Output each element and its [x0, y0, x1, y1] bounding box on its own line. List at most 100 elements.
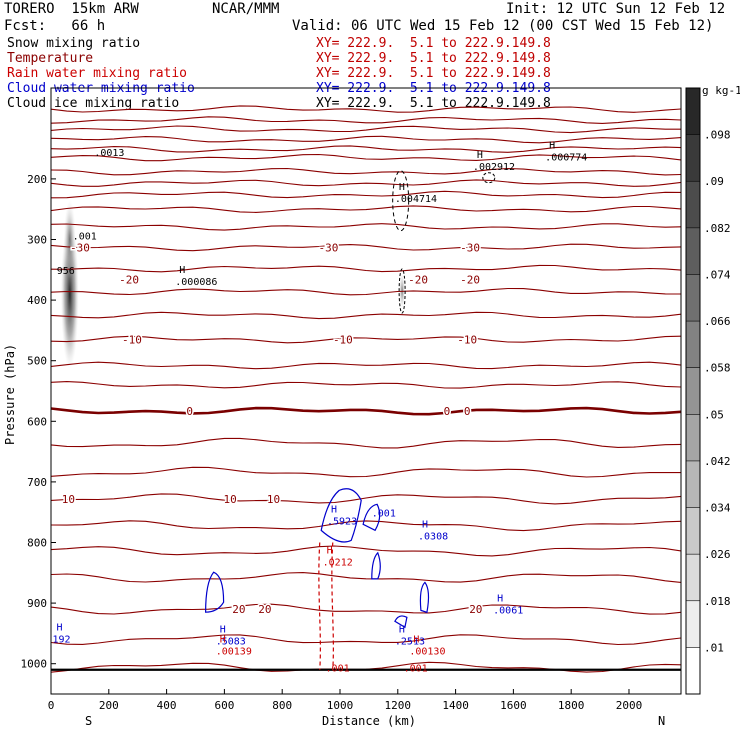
isotherm-line — [51, 603, 681, 615]
colorbar-label: .042 — [704, 455, 731, 468]
isotherm-label: -20 — [460, 273, 480, 286]
isotherm-label: 20 — [469, 603, 482, 616]
cloud-water-contour — [394, 615, 408, 629]
colorbar-label: .05 — [704, 408, 724, 421]
y-tick-label: 900 — [27, 597, 47, 610]
legend-cloud-ice: Cloud ice mixing ratio — [7, 96, 180, 111]
extremum-marker: H — [399, 182, 405, 193]
colorbar-frame — [685, 87, 701, 695]
isotherm-label: -30 — [318, 241, 338, 254]
extremum-marker: H — [331, 504, 337, 515]
extremum-value: .000086 — [175, 277, 217, 288]
y-tick-label: 200 — [27, 173, 47, 186]
isotherm-line — [51, 223, 681, 231]
legend-temperature-xy: XY= 222.9. 5.1 to 222.9.149.8 — [316, 51, 551, 66]
isotherm-line — [51, 116, 681, 124]
isotherm-line — [51, 105, 681, 113]
isotherm-line — [51, 135, 681, 144]
isotherm-line — [51, 153, 681, 162]
isotherm-label: -10 — [122, 333, 142, 346]
isotherm-line — [51, 205, 681, 213]
colorbar-label: .026 — [704, 548, 731, 561]
x-tick-label: 1600 — [500, 699, 527, 712]
isotherm-line — [51, 634, 681, 646]
extremum-value: 192 — [52, 634, 70, 645]
extremum-value: .0308 — [418, 531, 448, 542]
isotherm-label: -20 — [119, 273, 139, 286]
y-tick-label: 700 — [27, 476, 47, 489]
extremum-value: .5923 — [327, 516, 357, 527]
colorbar-swatch — [686, 321, 700, 368]
x-tick-label: 1000 — [327, 699, 354, 712]
colorbar-label: .09 — [704, 175, 724, 188]
isotherm-line — [51, 545, 681, 557]
cloud-water-contour — [371, 551, 381, 580]
isotherm-line — [51, 361, 681, 370]
colorbar-swatch — [686, 227, 700, 275]
extremum-value: .000774 — [545, 153, 587, 164]
colorbar-label: .01 — [704, 641, 724, 654]
extremum-value: .2513 — [395, 636, 425, 647]
y-tick-label: 400 — [27, 294, 47, 307]
colorbar-label: .074 — [704, 268, 731, 281]
isotherm-label: -20 — [408, 273, 428, 286]
x-tick-label: 1800 — [558, 699, 585, 712]
colorbar-swatch — [686, 181, 700, 228]
legend-rain: Rain water mixing ratio — [7, 66, 188, 81]
colorbar-swatch — [686, 134, 700, 182]
y-tick-label: 1000 — [21, 658, 48, 671]
extremum-marker: H — [399, 624, 405, 635]
legend-snow: Snow mixing ratio — [7, 36, 141, 51]
colorbar-label: .018 — [704, 595, 731, 608]
plot-frame — [50, 87, 682, 695]
cloud-ice-contour — [392, 170, 410, 232]
extremum-marker: H — [56, 622, 62, 633]
colorbar-label: .066 — [704, 315, 731, 328]
isotherm-line — [51, 493, 681, 505]
x-tick-label: 1400 — [442, 699, 469, 712]
colorbar-swatch — [686, 600, 700, 648]
isotherm-label: -30 — [70, 241, 90, 254]
cloud-water-contour — [205, 571, 225, 613]
extremum-marker: H — [179, 265, 185, 276]
extremum-marker: H — [477, 150, 483, 161]
cloud-ice-contour — [398, 268, 406, 314]
cloud-water-contour — [320, 488, 362, 543]
rain-contour — [318, 542, 321, 670]
colorbar-label: .098 — [704, 129, 731, 142]
forecast-hour: Fcst: 66 h — [4, 18, 106, 34]
x-tick-label: 1200 — [385, 699, 412, 712]
isotherm-label: -30 — [460, 241, 480, 254]
isotherm-label: -10 — [457, 333, 477, 346]
isotherm-line — [51, 190, 681, 199]
colorbar-swatch — [686, 647, 700, 694]
y-tick-label: 500 — [27, 355, 47, 368]
north-label: N — [658, 714, 665, 728]
isotherm-label: 10 — [62, 493, 75, 506]
legend-temperature: Temperature — [7, 51, 94, 66]
x-tick-label: 200 — [99, 699, 119, 712]
y-tick-label: 600 — [27, 415, 47, 428]
isotherm-line — [51, 311, 681, 320]
x-tick-label: 0 — [48, 699, 55, 712]
isotherm-label: 20 — [232, 603, 245, 616]
y-axis-label: Pressure (hPa) — [3, 344, 17, 445]
colorbar-swatch — [686, 460, 700, 508]
colorbar-label: .058 — [704, 362, 731, 375]
colorbar-label: .034 — [704, 502, 731, 515]
isotherm-label: 20 — [258, 603, 271, 616]
y-tick-label: 300 — [27, 234, 47, 247]
isotherm-label: 0 — [186, 405, 193, 418]
extremum-value: .001 — [404, 664, 428, 675]
legend-cloud-ice-xy: XY= 222.9. 5.1 to 222.9.149.8 — [316, 96, 551, 111]
isotherm-line — [51, 145, 681, 153]
isotherm-line — [51, 520, 681, 532]
legend-rain-xy: XY= 222.9. 5.1 to 222.9.149.8 — [316, 66, 551, 81]
extremum-value: .002912 — [473, 162, 515, 173]
extremum-marker: H — [220, 624, 226, 635]
extremum-marker: H — [497, 593, 503, 604]
legend-snow-xy: XY= 222.9. 5.1 to 222.9.149.8 — [316, 36, 551, 51]
isotherm-label: 10 — [224, 493, 237, 506]
extremum-marker: H — [413, 635, 419, 646]
